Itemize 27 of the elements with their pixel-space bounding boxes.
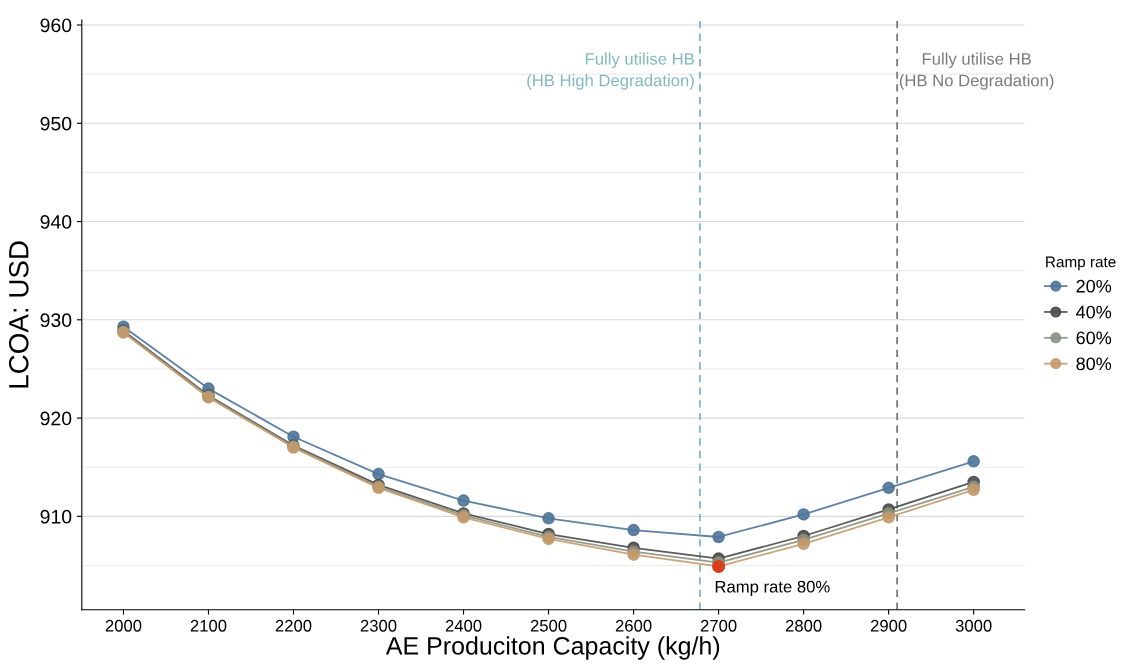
legend-label: 40% <box>1076 305 1112 319</box>
x-tick-label: 2400 <box>445 619 482 632</box>
x-axis-title: AE Produciton Capacity (kg/h) <box>385 636 720 660</box>
legend-title: Ramp rate <box>1046 256 1116 271</box>
x-tick-label: 2700 <box>700 619 737 632</box>
legend-label: 60% <box>1076 331 1112 345</box>
legend-label: 20% <box>1076 279 1112 293</box>
x-tick-label: 2100 <box>190 619 227 632</box>
x-tick-label: 2900 <box>870 619 907 632</box>
x-tick-label: 2200 <box>275 619 312 632</box>
x-tick-label: 3000 <box>955 619 992 632</box>
x-tick-label: 2500 <box>530 619 567 632</box>
y-tick-label: 910 <box>40 509 72 524</box>
y-tick-label: 960 <box>40 18 72 33</box>
x-tick-label: 2300 <box>360 619 397 632</box>
y-tick-label: 950 <box>40 116 72 131</box>
y-tick-label: 940 <box>40 215 72 229</box>
ref-line-label: Fully utilise HB (HB No Degradation) <box>899 52 1054 90</box>
ref-line-label: Fully utilise HB (HB High Degradation) <box>527 52 694 90</box>
x-tick-label: 2600 <box>615 619 652 632</box>
x-tick-label: 2000 <box>105 619 142 632</box>
x-tick-label: 2800 <box>785 619 822 632</box>
legend-label: 80% <box>1076 357 1112 371</box>
y-axis-title: LCOA: USD <box>8 241 29 388</box>
y-tick-label: 920 <box>40 411 72 426</box>
y-tick-label: 930 <box>40 313 72 328</box>
annotation: Ramp rate 80% <box>715 580 830 596</box>
